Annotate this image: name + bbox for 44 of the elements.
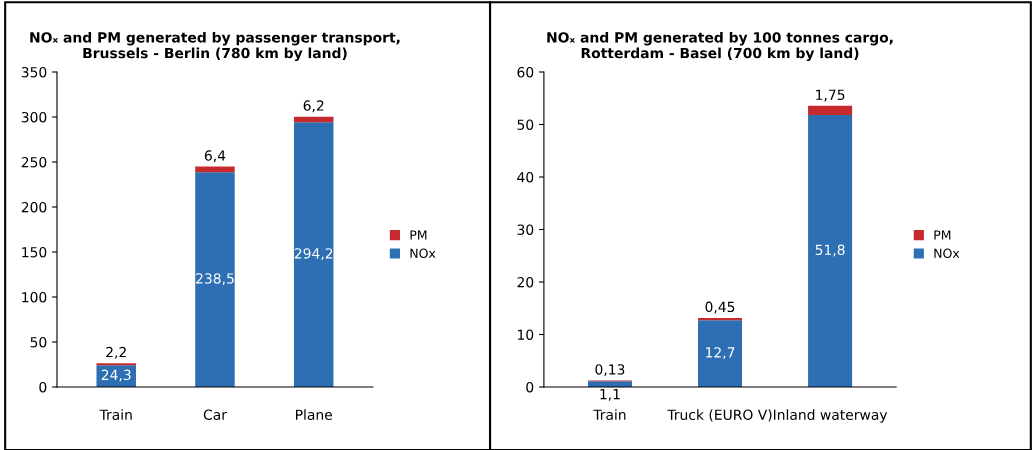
data-label: 51,8	[815, 244, 845, 257]
data-label: 294,2	[294, 248, 333, 261]
bar	[293, 122, 334, 387]
y-tick-label: 20	[517, 276, 534, 288]
legend-label: PM	[934, 230, 951, 240]
bar	[808, 105, 853, 116]
data-label: 0,45	[705, 301, 735, 314]
y-tick-label: 60	[517, 66, 534, 78]
bar	[808, 115, 853, 387]
data-label: 24,3	[101, 369, 131, 382]
x-tick-label: Truck (EURO V)	[667, 409, 772, 422]
y-tick-label: 350	[21, 66, 47, 78]
data-label: 1,1	[600, 389, 620, 401]
y-tick-label: 30	[517, 224, 534, 235]
y-tick-label: 300	[21, 111, 47, 123]
data-label: 12,7	[706, 347, 735, 360]
y-tick-label: 50	[517, 119, 534, 130]
legend-label: NOx	[934, 248, 960, 259]
x-tick-label: Inland waterway	[773, 409, 888, 423]
y-tick-label: 40	[517, 171, 534, 183]
legend-label: PM	[410, 230, 427, 240]
chart-title: NOₓ and PM generated by 100 tonnes cargo, Rotterdam - Basel (700 km by land)	[547, 31, 893, 62]
data-label: 6,2	[303, 100, 324, 113]
x-tick-label: Plane	[296, 409, 333, 420]
data-label: 0,13	[595, 364, 625, 377]
data-label: 1,75	[816, 89, 845, 102]
y-tick-label: 250	[21, 156, 47, 168]
y-tick-label: 200	[21, 201, 47, 213]
y-tick-label: 0	[526, 381, 534, 393]
x-tick-label: Train	[99, 409, 132, 420]
bar	[698, 320, 743, 387]
y-tick-label: 100	[22, 291, 47, 303]
x-tick-label: Train	[593, 409, 626, 420]
bar	[195, 172, 235, 387]
y-tick-label: 10	[518, 329, 534, 340]
data-label: 2,2	[106, 346, 126, 359]
x-tick-label: Car	[203, 409, 227, 420]
y-tick-label: 150	[22, 246, 47, 258]
y-tick-label: 50	[30, 336, 47, 348]
chart-title: NOₓ and PM generated by passenger transport, Brussels - Berlin (780 km by land)	[30, 31, 400, 62]
data-label: 238,5	[196, 273, 234, 286]
legend-label: NOx	[410, 248, 436, 259]
y-tick-label: 0	[39, 381, 47, 393]
data-label: 6,4	[204, 150, 226, 163]
